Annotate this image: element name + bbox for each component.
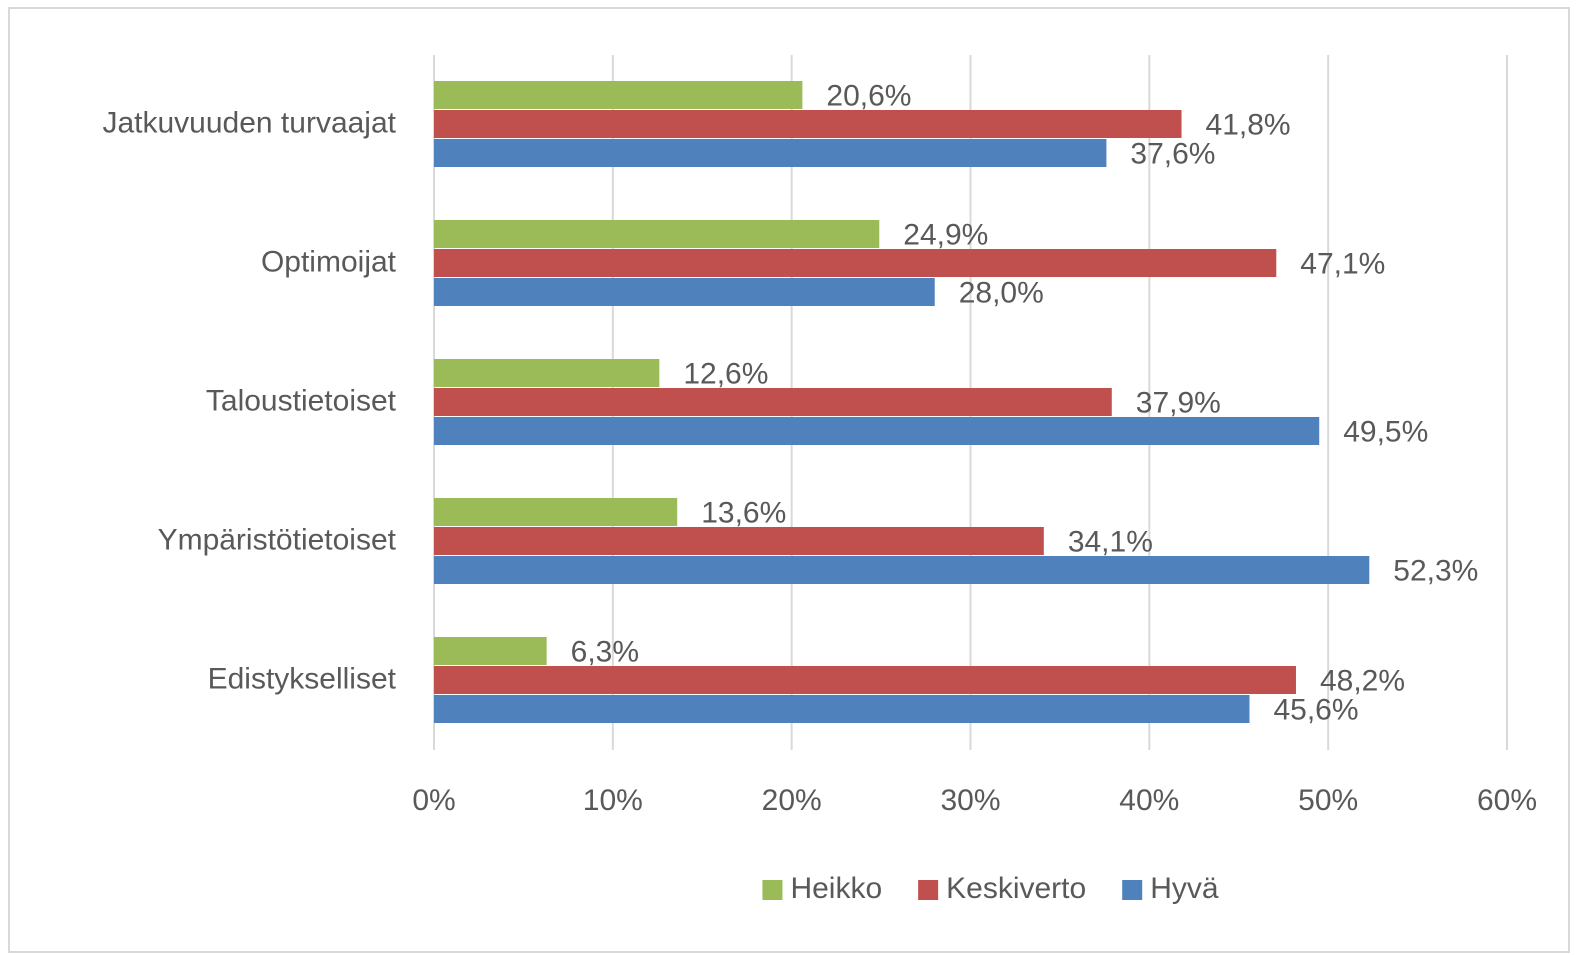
x-tick-label: 40% <box>1119 784 1179 817</box>
bar <box>434 527 1044 555</box>
bar <box>434 278 935 306</box>
bar <box>434 388 1112 416</box>
y-tick-label: Jatkuvuuden turvaajat <box>102 106 396 139</box>
x-tick-label: 0% <box>412 784 455 817</box>
bar <box>434 359 660 387</box>
data-label: 28,0% <box>959 276 1044 309</box>
x-tick-label: 20% <box>762 784 822 817</box>
bar <box>434 110 1182 138</box>
bar <box>434 220 880 248</box>
bar <box>434 666 1296 694</box>
bar <box>434 81 803 109</box>
legend-swatch <box>1122 880 1143 900</box>
legend-label: Keskiverto <box>946 872 1086 905</box>
x-tick-label: 10% <box>583 784 643 817</box>
bar <box>434 417 1320 445</box>
legend-swatch <box>918 880 939 900</box>
bar <box>434 695 1250 723</box>
data-label: 41,8% <box>1206 108 1291 141</box>
y-tick-label: Optimoijat <box>261 245 397 278</box>
data-label: 52,3% <box>1393 554 1478 587</box>
x-tick-label: 50% <box>1298 784 1358 817</box>
data-label: 13,6% <box>701 496 786 529</box>
data-label: 12,6% <box>683 357 768 390</box>
data-label: 34,1% <box>1068 525 1153 558</box>
data-label: 6,3% <box>571 635 639 668</box>
data-label: 37,9% <box>1136 386 1221 419</box>
x-tick-label: 60% <box>1477 784 1537 817</box>
data-label: 48,2% <box>1320 664 1405 697</box>
bar <box>434 139 1107 167</box>
legend-swatch <box>762 880 783 900</box>
data-label: 24,9% <box>903 218 988 251</box>
data-label: 47,1% <box>1300 247 1385 280</box>
bar <box>434 637 547 665</box>
data-label: 49,5% <box>1343 415 1428 448</box>
legend-label: Heikko <box>790 872 882 905</box>
y-tick-label: Ympäristötietoiset <box>158 523 397 556</box>
legend-label: Hyvä <box>1150 872 1219 905</box>
bar <box>434 498 678 526</box>
bar <box>434 556 1370 584</box>
data-label: 37,6% <box>1130 137 1215 170</box>
data-label: 45,6% <box>1273 693 1358 726</box>
y-tick-label: Taloustietoiset <box>206 384 397 417</box>
y-tick-label: Edistykselliset <box>208 662 397 695</box>
x-tick-label: 30% <box>940 784 1000 817</box>
bar <box>434 249 1277 277</box>
data-label: 20,6% <box>826 79 911 112</box>
